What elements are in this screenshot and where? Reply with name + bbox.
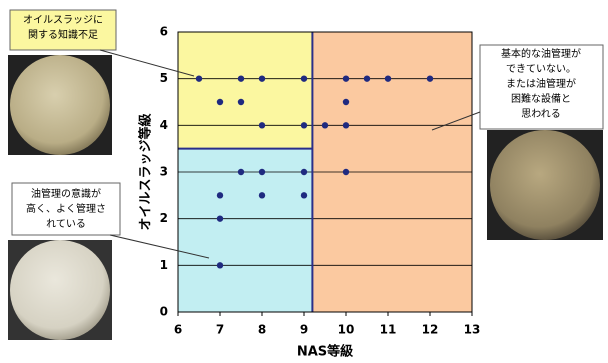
page: {"chart_data": {"type": "scatter", "x_la… — [0, 0, 608, 363]
point — [238, 99, 244, 105]
point — [301, 192, 307, 198]
x-tick-label: 8 — [258, 323, 266, 337]
x-tick-label: 9 — [300, 323, 308, 337]
point — [259, 122, 265, 128]
point — [385, 75, 391, 81]
x-tick-label: 7 — [216, 323, 224, 337]
annotation-text: 関する知識不足 — [28, 28, 98, 41]
y-tick-label: 4 — [160, 118, 168, 132]
point — [364, 75, 370, 81]
x-tick-label: 13 — [464, 323, 481, 337]
chart: 0123456678910111213 NAS等級 オイルスラッジ等級 オイルス… — [0, 0, 608, 363]
point — [322, 122, 328, 128]
point — [343, 99, 349, 105]
y-axis-label: オイルスラッジ等級 — [138, 113, 154, 230]
point — [259, 75, 265, 81]
region — [178, 149, 312, 312]
point — [217, 215, 223, 221]
y-tick-label: 2 — [160, 211, 168, 225]
annotation-text: 思われる — [521, 108, 561, 120]
point — [196, 75, 202, 81]
annotation-text: 油管理の意識が — [31, 187, 101, 200]
y-tick-label: 3 — [160, 165, 168, 179]
photo-sludge — [10, 55, 110, 155]
point — [217, 99, 223, 105]
point — [343, 75, 349, 81]
annotation-text: 高く、よく管理さ — [26, 202, 106, 215]
point — [301, 122, 307, 128]
region — [178, 32, 312, 149]
point — [343, 122, 349, 128]
y-tick-label: 6 — [160, 25, 168, 39]
annotation-text: オイルスラッジに — [23, 14, 103, 26]
y-tick-label: 1 — [160, 258, 168, 272]
x-tick-label: 6 — [174, 323, 182, 337]
y-tick-label: 0 — [160, 305, 168, 319]
point — [301, 75, 307, 81]
photo-sludge — [490, 130, 600, 240]
point — [301, 169, 307, 175]
annotation-text: れている — [46, 218, 86, 230]
y-tick-label: 5 — [160, 71, 168, 85]
annotation-text: 困難な設備と — [511, 92, 571, 105]
x-tick-label: 11 — [380, 323, 397, 337]
annotation-text: または油管理が — [506, 77, 576, 90]
point — [238, 75, 244, 81]
point — [343, 169, 349, 175]
annotation-text: できていない。 — [506, 63, 576, 75]
point — [427, 75, 433, 81]
point — [238, 169, 244, 175]
annotation-text: 基本的な油管理が — [501, 47, 581, 60]
point — [217, 262, 223, 268]
point — [217, 192, 223, 198]
point — [259, 192, 265, 198]
x-tick-label: 10 — [338, 323, 355, 337]
x-axis-label: NAS等級 — [297, 344, 353, 360]
x-tick-label: 12 — [422, 323, 439, 337]
photo-sludge — [10, 240, 110, 340]
point — [259, 169, 265, 175]
